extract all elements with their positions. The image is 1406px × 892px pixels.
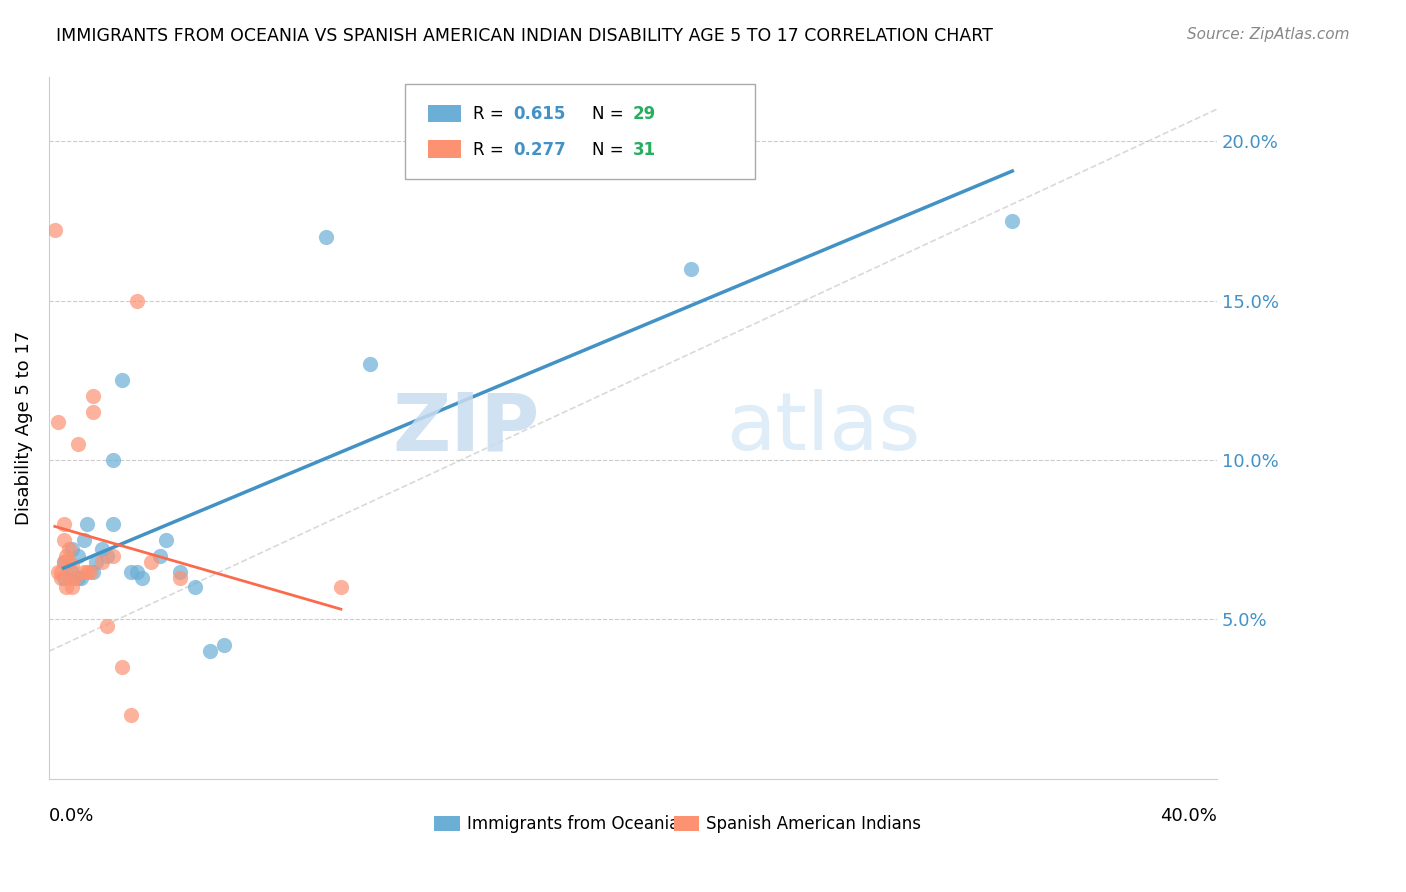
- Text: 0.277: 0.277: [513, 141, 567, 159]
- Point: [49, 565, 72, 579]
- Point: [76, 565, 98, 579]
- Point: [82, 389, 104, 403]
- Bar: [429, 140, 461, 158]
- Point: [60, 542, 83, 557]
- Point: [184, 581, 207, 595]
- Point: [52, 533, 75, 547]
- Point: [96, 619, 118, 633]
- Point: [82, 405, 104, 419]
- Point: [120, 708, 142, 723]
- Point: [55, 581, 77, 595]
- Point: [60, 565, 83, 579]
- Point: [359, 357, 381, 371]
- Point: [52, 516, 75, 531]
- Point: [125, 565, 148, 579]
- Text: Immigrants from Oceania: Immigrants from Oceania: [467, 815, 679, 833]
- Point: [67, 571, 90, 585]
- Point: [73, 533, 96, 547]
- Point: [169, 565, 191, 579]
- Point: [96, 549, 118, 563]
- Text: R =: R =: [472, 105, 509, 123]
- Point: [139, 555, 162, 569]
- Text: 31: 31: [633, 141, 657, 159]
- Point: [90, 555, 112, 569]
- Point: [52, 571, 75, 585]
- Point: [120, 565, 142, 579]
- Text: 29: 29: [633, 105, 657, 123]
- Point: [131, 571, 153, 585]
- Point: [681, 261, 703, 276]
- Point: [125, 293, 148, 308]
- Point: [90, 542, 112, 557]
- Point: [60, 571, 83, 585]
- Text: 0.0%: 0.0%: [49, 806, 94, 825]
- Text: R =: R =: [472, 141, 509, 159]
- Point: [82, 565, 104, 579]
- Point: [103, 453, 125, 467]
- Text: 40.0%: 40.0%: [1160, 806, 1216, 825]
- Point: [1001, 214, 1024, 228]
- Point: [103, 549, 125, 563]
- Point: [60, 581, 83, 595]
- Point: [149, 549, 172, 563]
- Point: [76, 516, 98, 531]
- Point: [46, 415, 69, 429]
- Point: [315, 230, 337, 244]
- Point: [58, 555, 80, 569]
- Text: 0.615: 0.615: [513, 105, 567, 123]
- Bar: [673, 816, 699, 831]
- Point: [67, 549, 90, 563]
- Point: [52, 555, 75, 569]
- Text: N =: N =: [592, 105, 628, 123]
- Point: [329, 581, 352, 595]
- Point: [111, 373, 134, 387]
- Point: [52, 555, 75, 569]
- FancyBboxPatch shape: [405, 85, 755, 179]
- Point: [84, 555, 107, 569]
- Point: [169, 571, 191, 585]
- Text: ZIP: ZIP: [392, 389, 540, 467]
- Text: IMMIGRANTS FROM OCEANIA VS SPANISH AMERICAN INDIAN DISABILITY AGE 5 TO 17 CORREL: IMMIGRANTS FROM OCEANIA VS SPANISH AMERI…: [56, 27, 993, 45]
- Point: [55, 549, 77, 563]
- Point: [155, 533, 177, 547]
- Text: N =: N =: [592, 141, 628, 159]
- Point: [111, 660, 134, 674]
- Point: [103, 516, 125, 531]
- Point: [46, 565, 69, 579]
- Point: [67, 437, 90, 451]
- Bar: [434, 816, 460, 831]
- Text: atlas: atlas: [727, 389, 921, 467]
- Text: Spanish American Indians: Spanish American Indians: [706, 815, 921, 833]
- Text: Source: ZipAtlas.com: Source: ZipAtlas.com: [1187, 27, 1350, 42]
- Point: [58, 542, 80, 557]
- Point: [65, 571, 87, 585]
- Point: [49, 571, 72, 585]
- Point: [44, 223, 66, 237]
- Point: [198, 644, 221, 658]
- Point: [79, 565, 101, 579]
- Point: [73, 565, 96, 579]
- Y-axis label: Disability Age 5 to 17: Disability Age 5 to 17: [15, 331, 32, 525]
- Point: [70, 571, 93, 585]
- Point: [60, 558, 83, 573]
- Bar: [429, 105, 461, 122]
- Point: [212, 638, 235, 652]
